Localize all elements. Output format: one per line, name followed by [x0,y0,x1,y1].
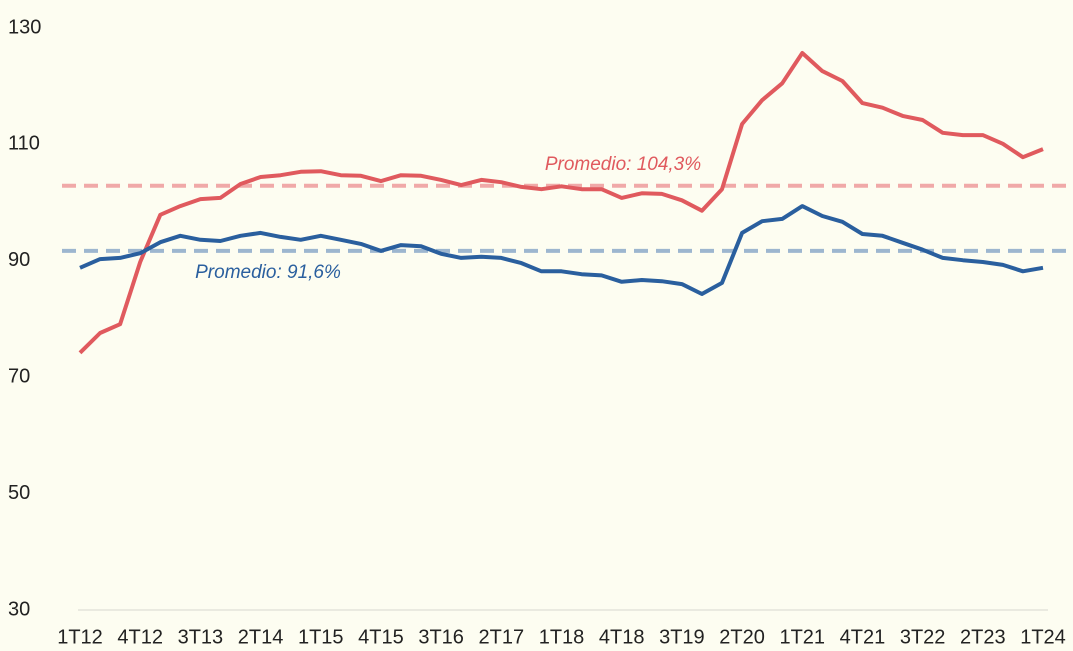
x-tick-label: 3T22 [900,626,946,648]
average-label: Promedio: 91,6% [195,262,341,283]
y-tick-label: 30 [8,598,30,620]
x-tick-label: 4T15 [358,626,404,648]
x-tick-label: 2T14 [238,626,284,648]
x-tick-label: 2T23 [960,626,1006,648]
x-tick-label: 2T20 [719,626,765,648]
x-tick-label: 4T21 [840,626,886,648]
x-tick-label: 1T18 [539,626,585,648]
x-tick-label: 3T19 [659,626,705,648]
y-tick-label: 70 [8,365,30,387]
x-tick-label: 1T24 [1020,626,1066,648]
series-line [78,51,1044,355]
y-tick-label: 50 [8,482,30,504]
x-tick-label: 2T17 [479,626,525,648]
x-tick-label: 3T16 [418,626,464,648]
x-tick-label: 1T12 [57,626,103,648]
x-tick-label: 4T12 [117,626,163,648]
x-tick-label: 1T15 [298,626,344,648]
y-tick-label: 110 [8,133,40,155]
series-line [79,204,1044,296]
average-label: Promedio: 104,3% [545,154,701,175]
y-tick-label: 90 [8,249,30,271]
x-tick-label: 1T21 [779,626,825,648]
x-tick-label: 3T13 [178,626,224,648]
y-tick-label: 130 [8,16,41,38]
x-tick-label: 4T18 [599,626,645,648]
